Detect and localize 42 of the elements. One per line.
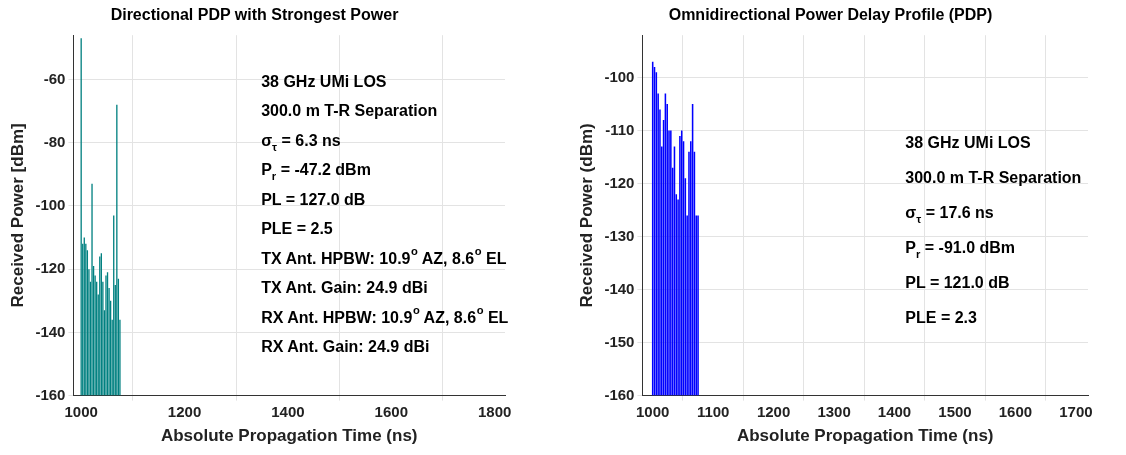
y-tick-label: -120 bbox=[35, 259, 66, 277]
annotation: PLE = 2.3 bbox=[905, 308, 978, 326]
x-tick-label: 1200 bbox=[167, 402, 202, 420]
x-axis-title: Absolute Propagation Time (ns) bbox=[736, 426, 994, 446]
y-tick-label: -150 bbox=[604, 332, 635, 350]
annotation: 300.0 m T-R Separation bbox=[905, 168, 1082, 186]
annotation: PL = 127.0 dB bbox=[261, 190, 366, 208]
y-axis-title: Received Power [dBm] bbox=[7, 123, 27, 308]
x-tick-label: 1700 bbox=[1059, 402, 1093, 420]
chart-title: Omnidirectional Power Delay Profile (PDP) bbox=[668, 6, 993, 24]
x-tick-label: 1100 bbox=[696, 402, 730, 420]
chart-title: Directional PDP with Strongest Power bbox=[110, 6, 399, 24]
x-tick-label: 1400 bbox=[877, 402, 912, 420]
y-tick-label: -140 bbox=[604, 279, 635, 297]
annotation: RX Ant. Gain: 24.9 dBi bbox=[261, 338, 430, 356]
annotation: PL = 121.0 dB bbox=[905, 273, 1010, 291]
y-tick-label: -120 bbox=[604, 173, 635, 191]
x-tick-label: 1000 bbox=[636, 402, 670, 420]
x-tick-label: 1000 bbox=[64, 402, 98, 420]
y-tick-label: -160 bbox=[35, 385, 66, 403]
y-tick-label: -100 bbox=[35, 196, 66, 214]
x-axis-title: Absolute Propagation Time (ns) bbox=[160, 426, 418, 446]
y-tick-label: -100 bbox=[604, 67, 635, 85]
annotation: 300.0 m T-R Separation bbox=[261, 102, 438, 120]
x-tick-label: 1600 bbox=[374, 402, 408, 420]
y-axis-title: Received Power (dBm) bbox=[576, 123, 596, 308]
y-tick-label: -110 bbox=[605, 120, 635, 138]
annotation: TX Ant. Gain: 24.9 dBi bbox=[261, 279, 428, 297]
y-tick-label: -130 bbox=[604, 226, 635, 244]
x-tick-label: 1400 bbox=[271, 402, 305, 420]
y-tick-label: -140 bbox=[35, 322, 66, 340]
annotation: 38 GHz UMi LOS bbox=[905, 133, 1031, 151]
y-tick-label: -60 bbox=[43, 69, 66, 87]
annotation: PLE = 2.5 bbox=[261, 220, 333, 238]
y-tick-label: -80 bbox=[43, 132, 66, 150]
x-tick-label: 1500 bbox=[938, 402, 972, 420]
x-tick-label: 1200 bbox=[756, 402, 791, 420]
x-tick-label: 1300 bbox=[817, 402, 851, 420]
y-tick-label: -160 bbox=[604, 385, 635, 403]
x-tick-label: 1600 bbox=[998, 402, 1033, 420]
x-tick-label: 1800 bbox=[477, 402, 512, 420]
annotation: 38 GHz UMi LOS bbox=[261, 72, 387, 90]
